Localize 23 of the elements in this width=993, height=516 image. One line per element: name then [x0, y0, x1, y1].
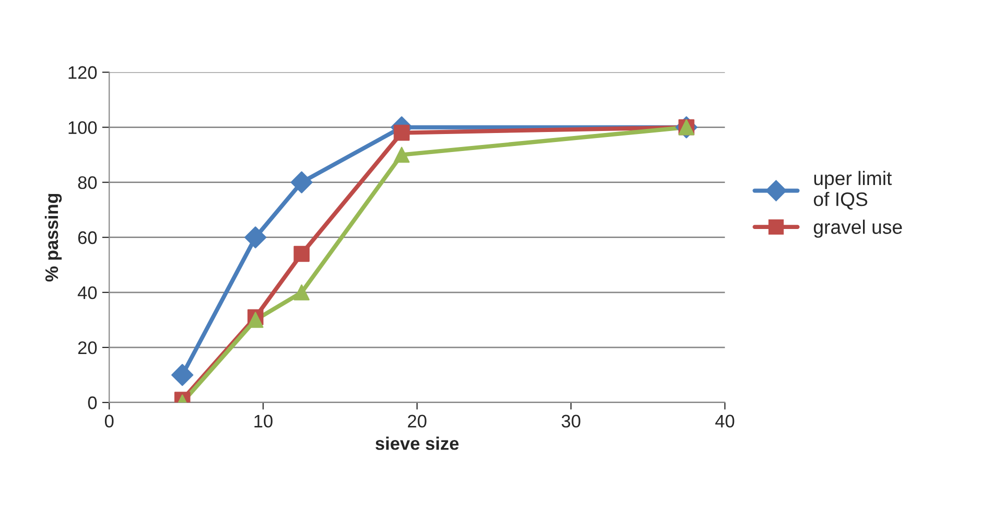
point	[294, 246, 310, 262]
y-tick-label: 100	[68, 121, 97, 134]
y-tick-label: 80	[78, 176, 97, 190]
x-tick-label: 0	[104, 414, 114, 428]
point	[394, 146, 410, 163]
x-tick-label: 20	[408, 414, 426, 428]
legend-label: uper limit of IQS	[814, 170, 892, 210]
x-tick-label: 10	[254, 414, 272, 428]
y-tick-label: 40	[78, 286, 97, 300]
point	[244, 226, 266, 248]
x-tick-label: 30	[562, 414, 580, 428]
point	[394, 124, 410, 141]
y-tick-label: 20	[78, 341, 97, 354]
y-tick-label: 0	[88, 396, 97, 410]
x-axis-title: sieve size	[376, 436, 459, 450]
point	[294, 284, 310, 300]
y-axis-title: % passing	[44, 194, 62, 282]
y-tick-label: 120	[68, 66, 97, 79]
x-tick-label: 40	[715, 414, 734, 428]
point	[290, 171, 313, 194]
y-tick-label: 60	[78, 231, 97, 244]
point	[171, 364, 194, 386]
legend-label: gravel use	[814, 220, 902, 238]
